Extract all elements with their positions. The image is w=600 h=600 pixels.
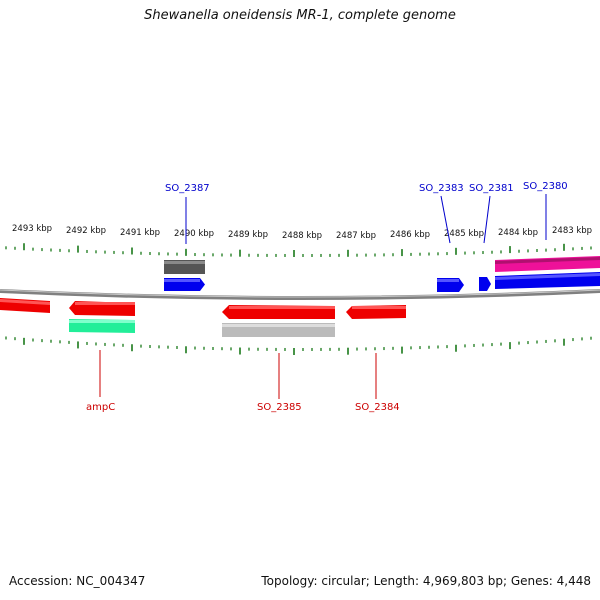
genome-backbone-highlight bbox=[0, 289, 600, 298]
feature-bar-teal-shine bbox=[69, 320, 135, 323]
ruler-labels: 2493 kbp 2492 kbp 2491 kbp 2490 kbp 2489… bbox=[12, 224, 592, 241]
forward-label-leaders bbox=[185, 194, 547, 244]
gene-SO_2381-arrow[interactable] bbox=[479, 277, 491, 291]
genome-summary: Topology: circular; Length: 4,969,803 bp… bbox=[261, 574, 591, 588]
forward-gene-labels: SO_2387 SO_2383 SO_2381 SO_2380 bbox=[165, 181, 568, 194]
feature-bars-top bbox=[164, 256, 600, 274]
ruler-label: 2487 kbp bbox=[336, 231, 376, 241]
ruler-label: 2491 kbp bbox=[120, 228, 160, 238]
ruler-label: 2486 kbp bbox=[390, 230, 430, 240]
gene-ampC-arrow-shine bbox=[75, 302, 135, 305]
forward-strand-genes bbox=[164, 272, 600, 292]
leader-line-SO_2383 bbox=[440, 195, 451, 244]
feature-bars-bottom bbox=[69, 319, 335, 337]
gene-SO_2385-arrow-shine bbox=[229, 306, 335, 309]
map-title: Shewanella oneidensis MR-1, complete gen… bbox=[144, 8, 456, 23]
gene-SO_2384-arrow-shine bbox=[352, 306, 406, 309]
ruler-label: 2493 kbp bbox=[12, 224, 52, 234]
feature-bar-dark-gray-shine bbox=[164, 261, 205, 264]
leader-line-SO_2381 bbox=[483, 195, 491, 244]
gene-label-ampC[interactable]: ampC bbox=[86, 402, 115, 413]
reverse-gene-labels: ampC SO_2385 SO_2384 bbox=[86, 402, 400, 413]
gene-label-SO_2381[interactable]: SO_2381 bbox=[469, 183, 514, 194]
gene-label-SO_2384[interactable]: SO_2384 bbox=[355, 402, 400, 413]
reverse-label-leaders bbox=[99, 350, 377, 399]
ruler-label: 2485 kbp bbox=[444, 229, 484, 239]
gene-SO_2383-arrow-shine bbox=[437, 279, 459, 282]
feature-bar-light-gray-shine bbox=[222, 324, 335, 327]
ruler-label: 2483 kbp bbox=[552, 226, 592, 236]
genome-backbone bbox=[0, 289, 600, 300]
gene-SO_2387-arrow-shine bbox=[164, 279, 200, 282]
gene-label-SO_2387[interactable]: SO_2387 bbox=[165, 183, 210, 194]
reverse-strand-genes bbox=[0, 298, 406, 319]
feature-bar-pink-shine bbox=[495, 257, 600, 264]
ruler-ticks-top bbox=[5, 243, 592, 257]
ruler-label: 2492 kbp bbox=[66, 226, 106, 236]
gene-left-arrow-shine bbox=[0, 299, 50, 305]
gene-SO_2380-arrow-shine bbox=[495, 273, 600, 280]
ruler-label: 2488 kbp bbox=[282, 231, 322, 241]
ruler-ticks-bottom bbox=[5, 336, 592, 355]
gene-label-SO_2383[interactable]: SO_2383 bbox=[419, 183, 464, 194]
ruler-label: 2489 kbp bbox=[228, 230, 268, 240]
accession-label: Accession: NC_004347 bbox=[9, 574, 146, 588]
gene-label-SO_2385[interactable]: SO_2385 bbox=[257, 402, 302, 413]
gene-label-SO_2380[interactable]: SO_2380 bbox=[523, 181, 568, 192]
ruler-label: 2484 kbp bbox=[498, 228, 538, 238]
ruler-label: 2490 kbp bbox=[174, 229, 214, 239]
